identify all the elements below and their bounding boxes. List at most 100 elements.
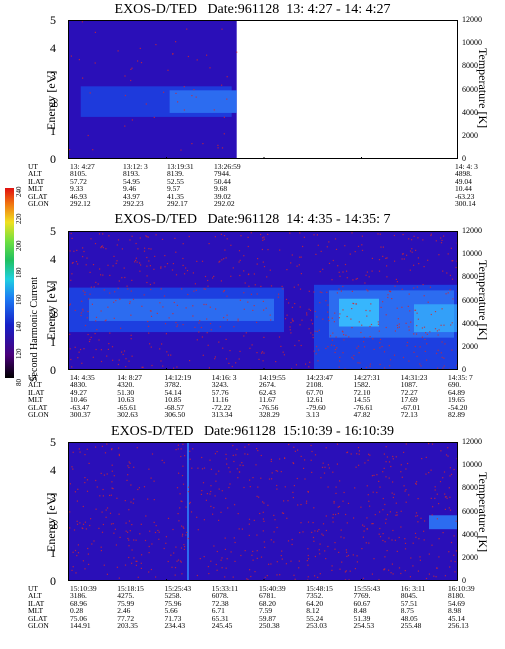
noise-speck (182, 257, 184, 260)
noise-speck (276, 526, 278, 529)
noise-speck (181, 500, 183, 503)
noise-speck (364, 282, 366, 284)
noise-speck (396, 324, 398, 326)
noise-speck (338, 317, 340, 319)
noise-speck (203, 467, 206, 469)
noise-speck (358, 321, 360, 323)
noise-speck (339, 275, 341, 277)
noise-speck (179, 560, 182, 562)
noise-speck (210, 505, 212, 507)
noise-speck (419, 363, 421, 365)
noise-speck (141, 305, 143, 307)
noise-speck (238, 358, 240, 360)
noise-speck (446, 272, 448, 274)
noise-speck (428, 472, 430, 474)
noise-speck (292, 497, 294, 499)
noise-speck (165, 333, 167, 335)
noise-speck (130, 68, 132, 70)
noise-speck (400, 510, 402, 512)
table-cell: 292.23 (123, 199, 144, 208)
noise-speck (241, 528, 243, 530)
noise-speck (394, 260, 396, 262)
noise-speck (417, 570, 419, 572)
noise-speck (95, 479, 97, 482)
noise-speck (430, 234, 432, 237)
noise-speck (349, 570, 351, 572)
noise-speck (73, 529, 76, 531)
panel-1-ylabel: Energy [eV] (44, 70, 58, 130)
noise-speck (409, 576, 411, 578)
noise-speck (441, 308, 443, 310)
noise-speck (389, 511, 391, 513)
table-cell: 6078. (211, 591, 229, 601)
table-cell: 10.44 (455, 184, 472, 194)
table-cell: 3186. (70, 591, 87, 601)
y-tick-label: 4 (50, 40, 56, 55)
noise-speck (201, 456, 203, 459)
noise-speck (91, 303, 93, 305)
noise-speck (215, 563, 217, 566)
noise-speck (82, 77, 84, 79)
noise-speck (394, 539, 396, 541)
noise-speck (115, 262, 117, 264)
noise-speck (396, 550, 398, 552)
noise-speck (233, 326, 235, 328)
noise-speck (403, 258, 405, 260)
noise-speck (342, 271, 344, 273)
noise-speck (198, 322, 200, 324)
noise-speck (436, 330, 438, 332)
noise-speck (176, 366, 178, 368)
noise-speck (130, 314, 132, 316)
noise-speck (239, 464, 241, 466)
noise-speck (188, 235, 190, 238)
noise-speck (319, 291, 321, 293)
noise-speck (256, 534, 258, 536)
noise-speck (290, 332, 292, 334)
noise-speck (170, 354, 172, 356)
noise-speck (291, 306, 293, 308)
noise-speck (133, 466, 135, 468)
noise-speck (267, 504, 269, 506)
table-cell: 72.10 (353, 387, 371, 397)
noise-speck (440, 450, 442, 452)
table-cell: 5.66 (164, 606, 178, 616)
noise-speck (378, 533, 380, 535)
noise-speck (74, 549, 77, 552)
table-cell: 43.97 (123, 191, 140, 201)
table-cell: 14:19:55 (259, 373, 286, 382)
noise-speck (94, 62, 96, 64)
noise-speck (390, 572, 392, 574)
table-cell: 15:33:11 (211, 584, 239, 593)
noise-speck (392, 573, 394, 575)
noise-speck (415, 482, 417, 484)
noise-speck (294, 344, 296, 347)
noise-speck (338, 551, 340, 553)
noise-speck (84, 454, 86, 456)
table-cell: 51.30 (117, 387, 135, 397)
noise-speck (325, 558, 327, 560)
y2-tick-label: 0 (462, 365, 466, 374)
noise-speck (182, 243, 184, 245)
table-cell: 14:31:23 (400, 373, 428, 382)
noise-speck (173, 301, 175, 304)
noise-speck (144, 539, 147, 542)
noise-speck (364, 346, 366, 348)
noise-speck (320, 250, 322, 252)
noise-speck (258, 358, 260, 360)
noise-speck (218, 488, 220, 490)
noise-speck (249, 569, 251, 571)
noise-speck (285, 298, 288, 300)
noise-speck (140, 562, 142, 564)
noise-speck (127, 465, 129, 467)
noise-speck (95, 281, 97, 283)
noise-speck (322, 523, 325, 525)
noise-speck (338, 366, 340, 368)
noise-speck (302, 245, 304, 248)
noise-speck (224, 548, 226, 550)
noise-speck (158, 538, 160, 540)
noise-speck (325, 347, 327, 350)
noise-speck (70, 279, 72, 281)
noise-speck (250, 293, 252, 295)
noise-speck (392, 529, 394, 532)
panel-3-plot (68, 442, 458, 581)
